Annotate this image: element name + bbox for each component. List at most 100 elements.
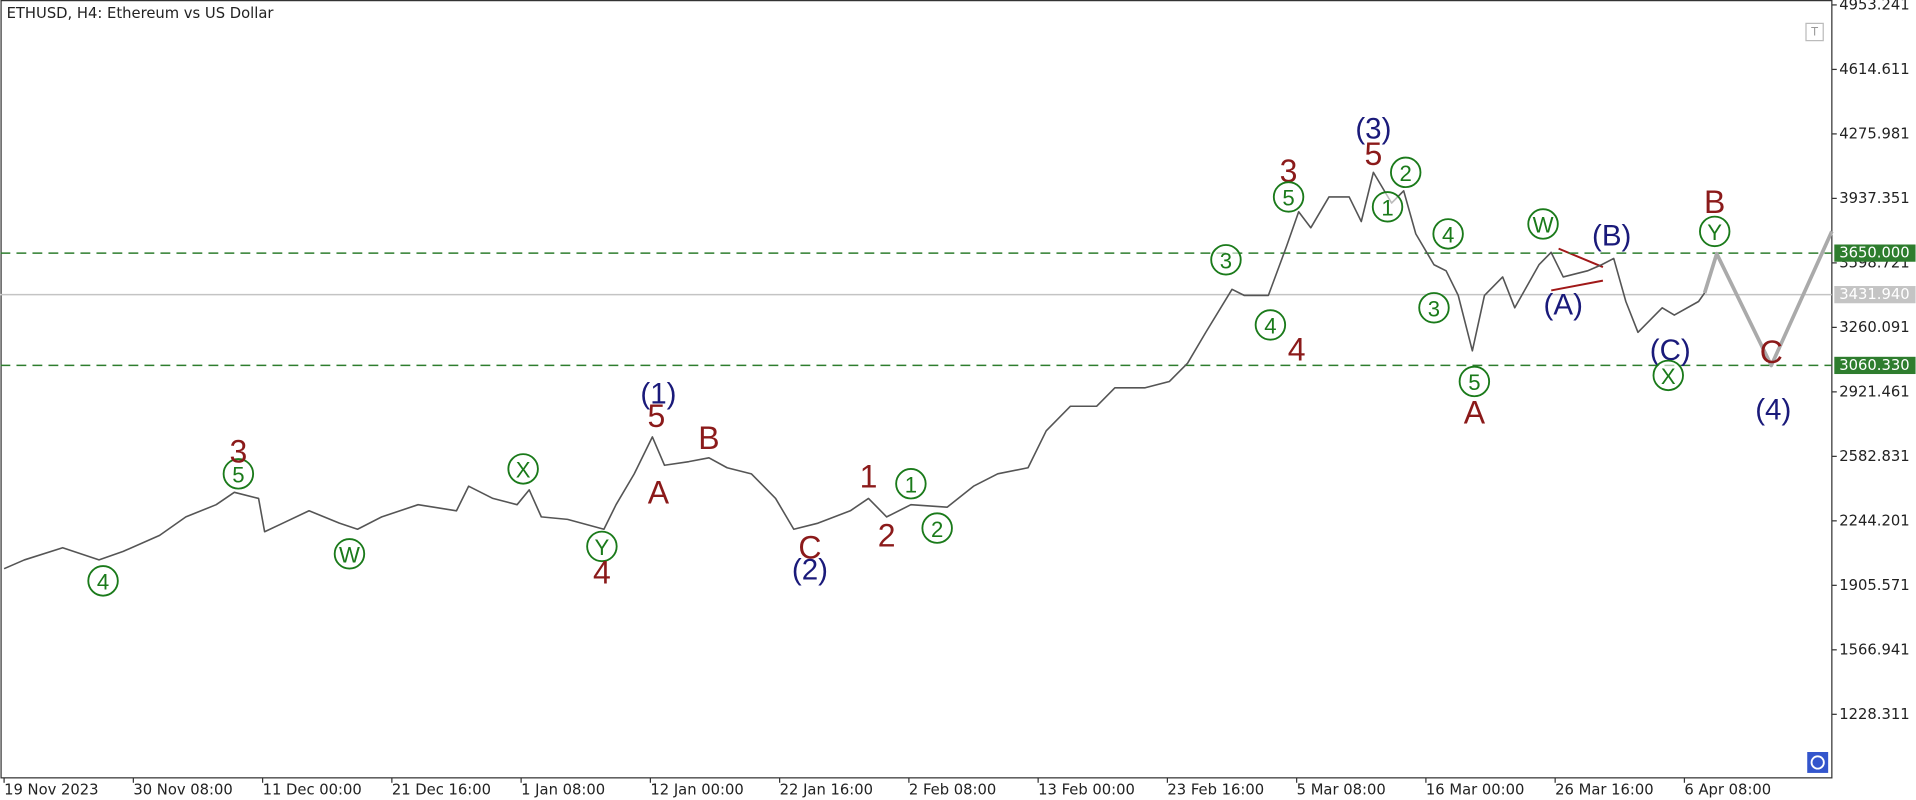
wave-label: C bbox=[798, 530, 821, 566]
wave-circle bbox=[1418, 292, 1450, 324]
wave-label-text: 4 bbox=[1288, 332, 1306, 368]
wave-circle bbox=[1699, 215, 1731, 248]
wave-label: B bbox=[698, 420, 719, 456]
wave-label-text: (3) bbox=[1355, 113, 1391, 146]
y-tick-label: 2244.201 bbox=[1839, 512, 1909, 529]
wave-label-text: 1 bbox=[860, 458, 878, 494]
wave-label: (A) bbox=[1544, 289, 1583, 322]
plot-frame bbox=[0, 0, 1833, 779]
y-tick-label: 2921.461 bbox=[1839, 383, 1909, 400]
x-tick-label: 6 Apr 08:00 bbox=[1684, 782, 1771, 799]
wave-label-text: W bbox=[1533, 213, 1554, 238]
wave-label: 4 bbox=[593, 554, 611, 590]
price-level-label: 3650.000 bbox=[1839, 245, 1909, 262]
wave-label-text: 5 bbox=[648, 398, 666, 434]
y-tick-label: 4953.241 bbox=[1839, 0, 1909, 13]
wave-label-text: 3 bbox=[229, 434, 247, 470]
y-tick-label: 1566.941 bbox=[1839, 641, 1909, 658]
price-level-box bbox=[1834, 244, 1916, 262]
wave-circle bbox=[1652, 359, 1684, 392]
wave-label: W bbox=[333, 538, 366, 570]
wave-label-text: 2 bbox=[878, 517, 896, 553]
x-tick-label: 13 Feb 00:00 bbox=[1038, 782, 1135, 799]
wave-label-text: (2) bbox=[792, 553, 828, 586]
wave-label-text: C bbox=[798, 530, 821, 566]
wave-label: 3 bbox=[1418, 292, 1450, 324]
wave-label-text: 1 bbox=[1381, 196, 1393, 221]
wave-label-text: 4 bbox=[1442, 223, 1454, 248]
wave-circle bbox=[895, 468, 927, 500]
wave-label: 2 bbox=[921, 512, 953, 544]
wave-label-text: C bbox=[1760, 334, 1783, 370]
wave-label: 4 bbox=[1432, 218, 1464, 250]
wave-label-text: (A) bbox=[1544, 289, 1583, 322]
wave-label-text: W bbox=[339, 543, 360, 568]
corner-icon[interactable] bbox=[1807, 752, 1829, 773]
price-level-label: 3060.330 bbox=[1839, 357, 1909, 374]
wave-label: 3 bbox=[1210, 244, 1242, 276]
wave-label: 2 bbox=[1390, 156, 1422, 189]
wave-label: W bbox=[1527, 208, 1559, 240]
wave-label-text: 5 bbox=[232, 463, 244, 488]
wave-label-text: (1) bbox=[640, 377, 676, 410]
wave-label: (B) bbox=[1592, 220, 1631, 253]
wave-label: 2 bbox=[878, 517, 896, 553]
wave-label-text: 1 bbox=[905, 472, 917, 497]
wave-label: (1) bbox=[640, 377, 676, 410]
wave-label: X bbox=[507, 453, 539, 485]
wave-label-text: Y bbox=[1707, 220, 1722, 245]
wave-label-text: Y bbox=[595, 535, 610, 560]
wave-label: 3 bbox=[229, 434, 247, 470]
wave-circle bbox=[1458, 365, 1491, 398]
x-tick-label: 1 Jan 08:00 bbox=[521, 782, 605, 799]
wave-label-text: 3 bbox=[1280, 153, 1298, 189]
y-tick-label: 1228.311 bbox=[1839, 706, 1909, 723]
wave-label-text: 5 bbox=[1364, 136, 1382, 172]
wave-circle bbox=[333, 538, 366, 570]
wave-label: 4 bbox=[1288, 332, 1306, 368]
wave-circle bbox=[87, 565, 119, 597]
x-tick-label: 11 Dec 00:00 bbox=[263, 782, 362, 799]
wave-circle bbox=[1210, 244, 1242, 276]
wave-circle bbox=[1527, 208, 1559, 240]
t-icon: T bbox=[1805, 22, 1824, 42]
price-level-box bbox=[1834, 356, 1916, 375]
wave-label: 5 bbox=[1458, 365, 1491, 398]
wave-label-text: (4) bbox=[1755, 393, 1791, 426]
price-level-box bbox=[1834, 286, 1916, 304]
wave-label-text: A bbox=[648, 474, 670, 510]
y-tick-label: 1905.571 bbox=[1839, 577, 1909, 594]
x-tick-label: 16 Mar 00:00 bbox=[1426, 782, 1524, 799]
x-tick-label: 23 Feb 16:00 bbox=[1167, 782, 1264, 799]
wave-circle bbox=[507, 453, 539, 485]
wave-label: A bbox=[648, 474, 670, 510]
wave-label: 5 bbox=[222, 458, 255, 490]
wave-label-text: 4 bbox=[593, 554, 611, 590]
wave-label: (2) bbox=[792, 553, 828, 586]
price-line bbox=[3, 171, 1706, 570]
wave-label-text: (B) bbox=[1592, 220, 1631, 253]
y-tick-label: 3260.091 bbox=[1839, 319, 1909, 336]
wave-label: A bbox=[1464, 394, 1486, 430]
wave-label-text: B bbox=[1704, 184, 1725, 220]
wave-label-text: 2 bbox=[931, 517, 943, 542]
wave-label: B bbox=[1704, 184, 1725, 220]
wave-circle bbox=[1390, 156, 1422, 189]
wave-label-text: 2 bbox=[1400, 161, 1412, 186]
wave-circle bbox=[1272, 181, 1305, 213]
price-level-label: 3431.940 bbox=[1839, 286, 1909, 303]
triangle-lines bbox=[1551, 247, 1604, 292]
y-tick-label: 3937.351 bbox=[1839, 190, 1909, 207]
wave-label: 4 bbox=[1254, 309, 1287, 341]
wave-label: 1 bbox=[860, 458, 878, 494]
x-tick-label: 30 Nov 08:00 bbox=[133, 782, 232, 799]
wave-label: Y bbox=[586, 530, 618, 563]
wave-label: 1 bbox=[895, 468, 927, 500]
wave-label: 5 bbox=[1272, 181, 1305, 213]
wave-circle bbox=[222, 458, 255, 490]
x-tick-label: 26 Mar 16:00 bbox=[1555, 782, 1653, 799]
wave-label: (4) bbox=[1755, 393, 1791, 426]
